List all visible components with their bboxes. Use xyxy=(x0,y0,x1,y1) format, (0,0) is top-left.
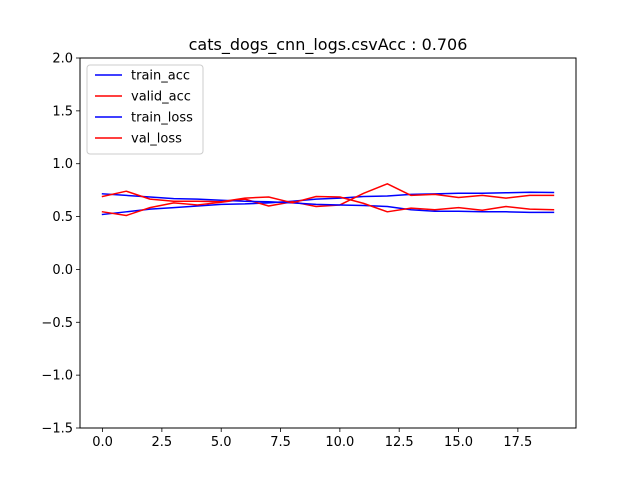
series-line-train-acc xyxy=(101,191,555,216)
series-line-val-loss xyxy=(101,190,555,213)
y-tick-label: −1.0 xyxy=(41,369,73,384)
y-tick-label: 1.5 xyxy=(52,104,73,119)
x-tick-label: 7.5 xyxy=(270,435,291,450)
legend-box xyxy=(86,64,204,155)
x-tick-label: 17.5 xyxy=(503,435,532,450)
y-axis: −1.5 −1.0 −0.5 0.0 0.5 1.0 1.5 2.0 xyxy=(41,52,80,437)
y-tick-label: 2.0 xyxy=(52,52,73,67)
x-tick-label: 2.5 xyxy=(152,435,173,450)
y-tick-label: −0.5 xyxy=(41,316,73,331)
chart-title: cats_dogs_cnn_logs.csvAcc : 0.706 xyxy=(189,35,468,55)
x-tick-label: 0.0 xyxy=(92,435,113,450)
series-layer xyxy=(101,183,555,217)
x-axis: 0.0 2.5 5.0 7.5 10.0 12.5 15.0 17.5 xyxy=(92,428,532,450)
legend: train_acc valid_acc train_loss val_loss xyxy=(86,64,204,155)
axes-frame xyxy=(79,57,577,429)
plot-area xyxy=(101,183,555,217)
y-tick-label: 0.0 xyxy=(52,263,73,278)
series-line-train-loss xyxy=(101,193,555,214)
legend-label-train-acc: train_acc xyxy=(131,69,190,84)
legend-label-train-loss: train_loss xyxy=(131,111,193,126)
legend-label-val-loss: val_loss xyxy=(131,132,182,147)
y-tick-label: −1.5 xyxy=(41,422,73,437)
x-tick-label: 15.0 xyxy=(444,435,473,450)
x-tick-label: 10.0 xyxy=(325,435,354,450)
legend-label-valid-acc: valid_acc xyxy=(131,90,191,105)
x-tick-label: 5.0 xyxy=(211,435,232,450)
y-tick-label: 0.5 xyxy=(52,210,73,225)
x-tick-label: 12.5 xyxy=(385,435,414,450)
y-tick-label: 1.0 xyxy=(52,157,73,172)
series-line-valid-acc xyxy=(101,183,555,217)
